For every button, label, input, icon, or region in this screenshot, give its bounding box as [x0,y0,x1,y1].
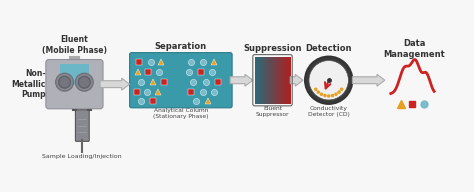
Text: Eluent
Suppressor: Eluent Suppressor [255,106,289,117]
Bar [261,57,263,104]
Bar [255,57,256,104]
Circle shape [309,60,348,100]
FancyBboxPatch shape [56,60,93,96]
FancyBboxPatch shape [75,110,89,141]
Bar [281,57,283,104]
Circle shape [323,94,327,97]
Circle shape [337,90,341,94]
FancyArrow shape [100,78,129,90]
Bar [283,57,285,104]
Bar [277,57,279,104]
Bar [257,57,259,104]
Text: Analytical Column
(Stationary Phase): Analytical Column (Stationary Phase) [153,108,209,119]
Bar [271,57,273,104]
Bar [270,57,272,104]
Bar [275,57,276,104]
Bar [287,57,288,104]
Bar [268,57,269,104]
Text: Separation: Separation [155,42,207,51]
Circle shape [56,73,73,91]
Bar [60,65,89,85]
Bar [280,57,281,104]
Bar [269,57,271,104]
Bar [259,57,261,104]
Circle shape [327,94,330,98]
Bar [266,57,268,104]
FancyBboxPatch shape [46,60,103,109]
FancyBboxPatch shape [129,53,232,108]
Bar [285,57,287,104]
Circle shape [75,73,93,91]
Bar [256,57,258,104]
Text: Detection: Detection [305,44,352,53]
Bar [282,57,283,104]
Bar [263,57,265,104]
Bar [70,56,79,62]
FancyArrow shape [290,74,303,86]
Bar [265,57,267,104]
Bar [264,57,266,104]
Circle shape [78,76,90,88]
Bar [273,57,275,104]
Circle shape [319,92,323,96]
FancyArrow shape [352,74,385,86]
Bar [276,57,278,104]
Text: Sample Loading/Injection: Sample Loading/Injection [43,154,122,159]
Bar [273,57,274,104]
Text: Eluent
(Mobile Phase): Eluent (Mobile Phase) [42,35,107,55]
Bar [288,57,290,104]
Circle shape [314,88,318,91]
Bar [258,57,260,104]
FancyArrow shape [230,74,253,86]
Text: Conductivity
Detector (CD): Conductivity Detector (CD) [308,106,350,117]
Circle shape [59,76,71,88]
Text: Data
Management: Data Management [383,39,445,59]
Text: Suppression: Suppression [243,44,302,53]
Circle shape [334,92,338,96]
Circle shape [340,88,343,91]
Circle shape [305,57,352,104]
Text: Non-
Metallic
Pump: Non- Metallic Pump [11,69,46,99]
Circle shape [331,94,334,97]
Bar [284,57,286,104]
Bar [278,57,280,104]
Bar [262,57,264,104]
Circle shape [317,90,320,94]
Bar [289,57,291,104]
